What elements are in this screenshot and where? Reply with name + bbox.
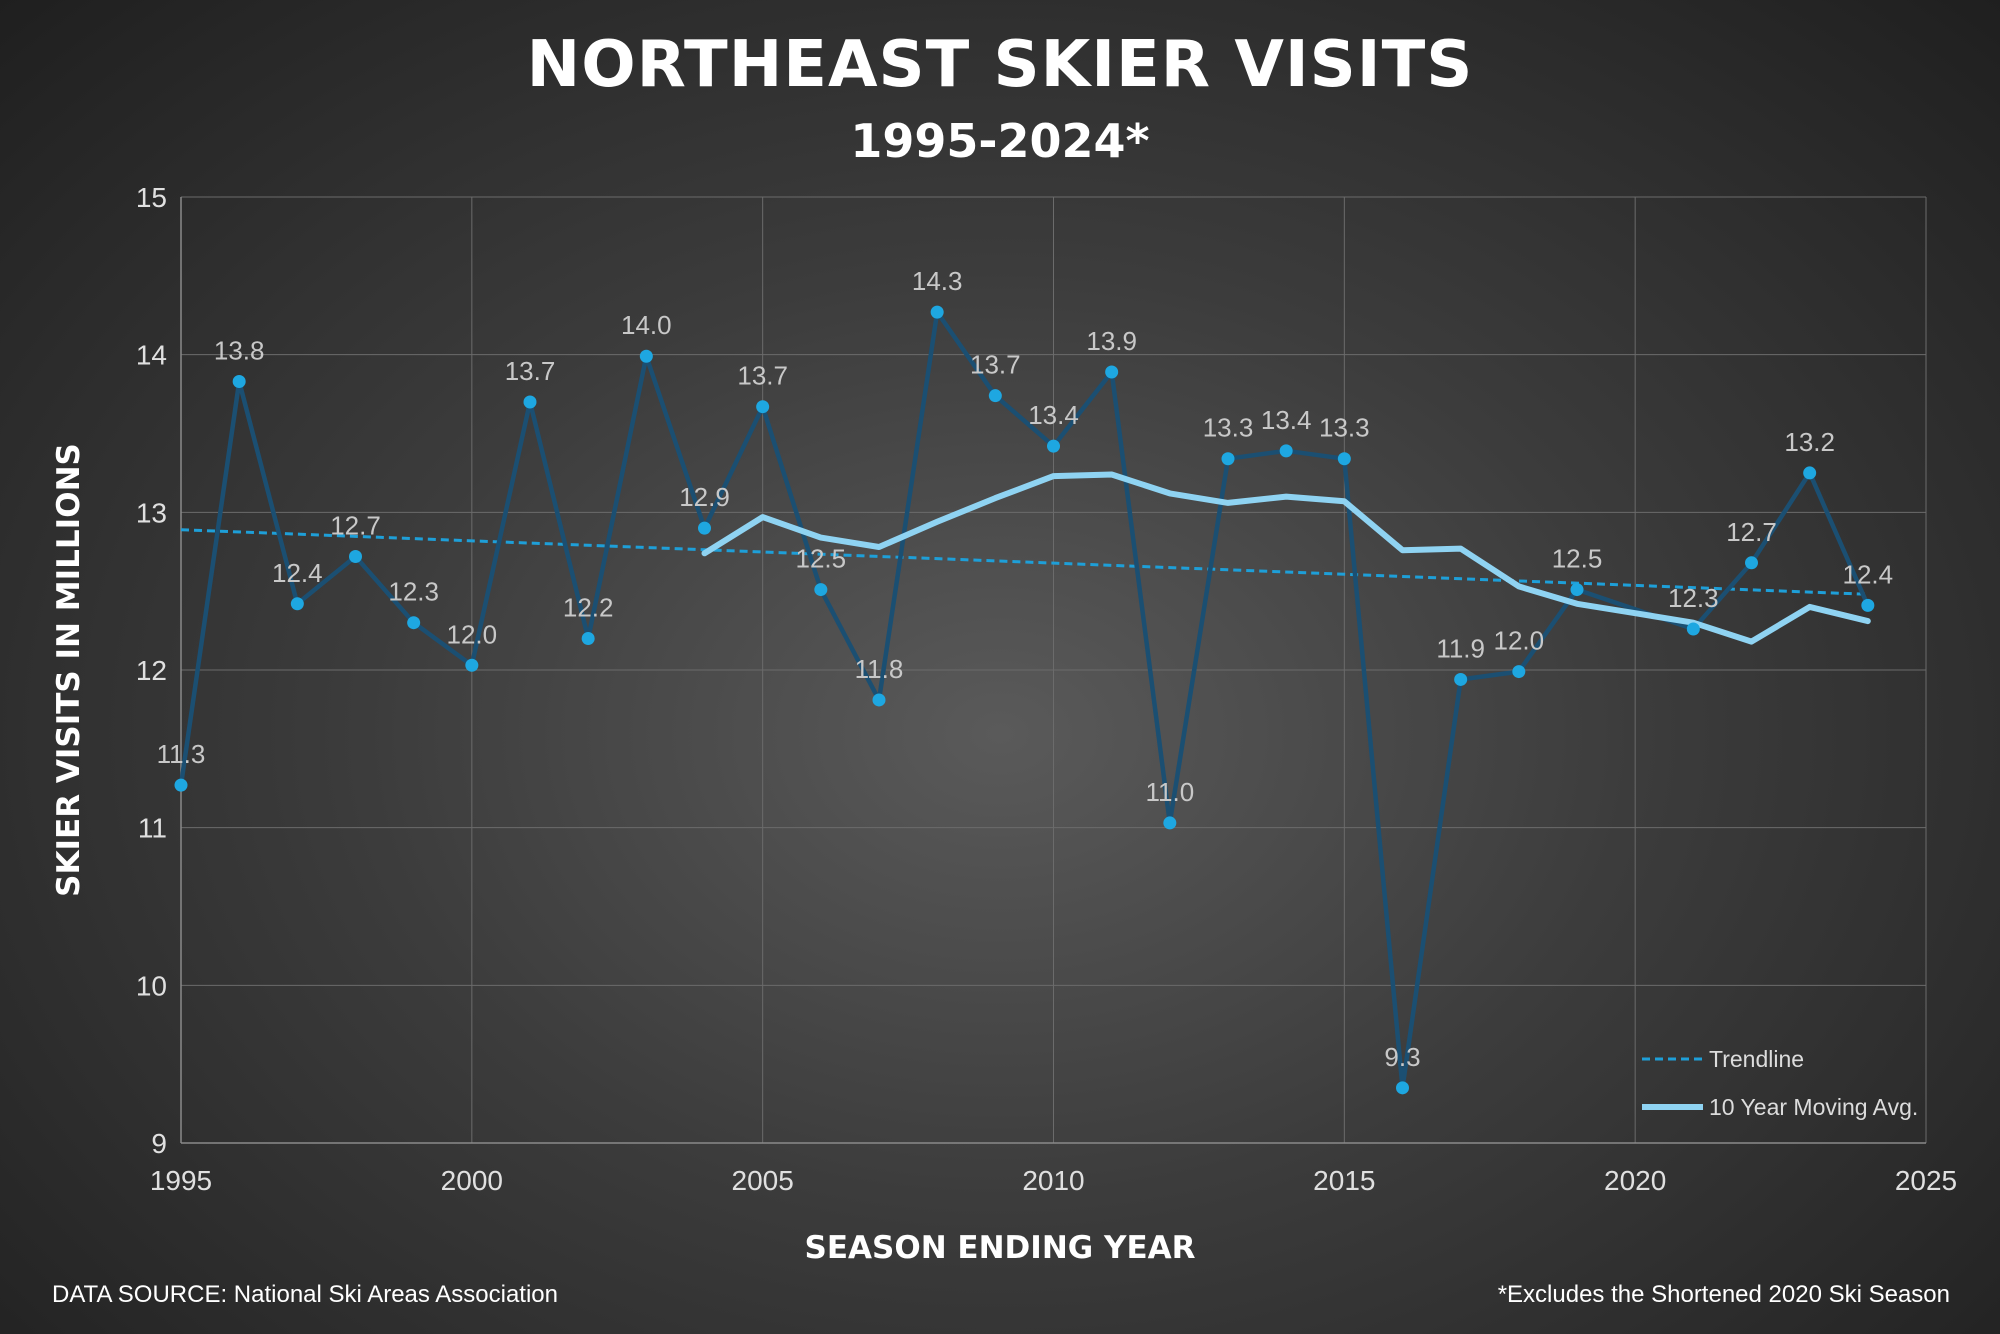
data-point [872, 693, 886, 707]
data-point [1279, 444, 1293, 458]
data-label: 13.3 [1319, 413, 1370, 443]
data-point [1512, 665, 1526, 679]
data-label: 11.8 [855, 654, 904, 684]
footnote: *Excludes the Shortened 2020 Ski Season [1497, 1281, 1950, 1308]
data-label: 13.3 [1203, 413, 1254, 443]
data-point [930, 305, 944, 319]
data-point [639, 349, 653, 363]
data-point [756, 400, 770, 414]
data-point [1454, 672, 1468, 686]
y-tick-label: 15 [136, 182, 167, 213]
data-point [581, 631, 595, 645]
data-point [1570, 583, 1584, 597]
legend-trendline-label: Trendline [1709, 1046, 1804, 1072]
data-point [1337, 452, 1351, 466]
legend-moving-avg-label: 10 Year Moving Avg. [1709, 1094, 1918, 1120]
data-label: 12.5 [796, 544, 847, 574]
data-label: 12.9 [679, 482, 730, 512]
data-label: 12.3 [1668, 583, 1719, 613]
data-labels: 11.313.812.412.712.312.013.712.214.012.9… [157, 266, 1893, 1072]
data-label: 12.0 [1494, 626, 1545, 656]
data-point [698, 521, 711, 535]
data-point [290, 597, 304, 611]
grid [180, 196, 1927, 1144]
data-point [407, 616, 421, 630]
x-tick-label: 2025 [1895, 1165, 1957, 1196]
data-label: 12.4 [272, 558, 323, 588]
data-point [523, 395, 537, 409]
data-label: 14.0 [621, 310, 672, 340]
data-point [1396, 1081, 1409, 1095]
data-point [1163, 816, 1177, 830]
y-tick-label: 10 [136, 970, 167, 1001]
data-point [1686, 622, 1700, 636]
trendline [180, 528, 1868, 596]
data-label: 11.9 [1436, 633, 1485, 663]
data-point [814, 583, 828, 597]
data-point [465, 658, 479, 672]
x-tick-label: 2015 [1313, 1165, 1375, 1196]
y-axis-title: SKIER VISITS IN MILLIONS [51, 443, 87, 897]
x-tick-label: 2000 [441, 1165, 503, 1196]
data-point [1105, 365, 1119, 379]
visits-markers [174, 305, 1875, 1095]
y-tick-label: 13 [136, 497, 167, 528]
visits-line [178, 309, 1870, 1091]
data-label: 12.7 [330, 510, 381, 540]
data-point [1047, 439, 1060, 453]
x-tick-label: 1995 [150, 1165, 212, 1196]
data-label: 12.3 [388, 577, 439, 607]
chart-title: NORTHEAST SKIER VISITS [526, 28, 1474, 102]
data-label: 11.3 [157, 739, 206, 769]
data-label: 14.3 [912, 266, 963, 296]
data-label: 13.7 [970, 350, 1021, 380]
data-label: 13.9 [1086, 326, 1137, 356]
data-label: 11.0 [1145, 777, 1194, 807]
data-source-note: DATA SOURCE: National Ski Areas Associat… [52, 1281, 558, 1308]
moving-avg-line [701, 471, 1871, 645]
data-label: 13.7 [737, 361, 788, 391]
data-label: 12.2 [563, 592, 614, 622]
y-tick-label: 9 [151, 1128, 167, 1159]
visits-series [178, 309, 1870, 1091]
data-point [988, 389, 1002, 403]
data-label: 12.7 [1726, 517, 1777, 547]
data-label: 9.3 [1384, 1042, 1420, 1072]
x-tick-label: 2010 [1022, 1165, 1084, 1196]
x-tick-label: 2005 [732, 1165, 794, 1196]
data-label: 13.7 [505, 356, 556, 386]
data-label: 12.4 [1843, 559, 1894, 589]
data-point [349, 549, 362, 563]
x-axis-title: SEASON ENDING YEAR [804, 1230, 1196, 1266]
data-label: 13.2 [1784, 427, 1835, 457]
data-point [1861, 598, 1875, 612]
x-tick-label: 2020 [1604, 1165, 1666, 1196]
legend: Trendline 10 Year Moving Avg. [1642, 1046, 1918, 1120]
moving-avg-series [701, 471, 1871, 645]
y-tick-label: 11 [138, 813, 167, 844]
data-label: 13.8 [214, 335, 265, 365]
axes: 9 10 11 12 13 14 15 1995 2000 2005 2010 2015 2020 202… [136, 182, 1957, 1196]
data-point [174, 778, 188, 792]
chart-subtitle: 1995-2024* [850, 114, 1150, 168]
y-tick-label: 14 [136, 340, 167, 371]
data-label: 12.5 [1552, 544, 1603, 574]
data-point [1745, 556, 1758, 570]
trendline-series [180, 528, 1868, 596]
data-point [1221, 452, 1235, 466]
data-label: 12.0 [447, 619, 498, 649]
data-point [232, 374, 246, 388]
data-label: 13.4 [1261, 405, 1312, 435]
data-point [1803, 466, 1817, 480]
data-label: 13.4 [1028, 400, 1079, 430]
y-tick-label: 12 [136, 655, 167, 686]
